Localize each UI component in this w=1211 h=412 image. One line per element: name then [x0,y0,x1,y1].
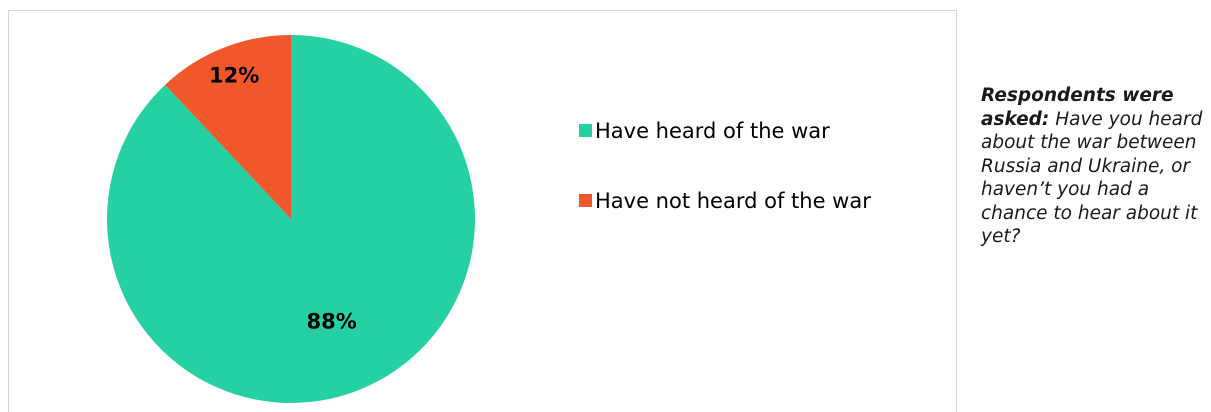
pie-slice-not-heard [165,35,291,219]
legend-swatch-not-heard [579,194,592,207]
legend-label-heard: Have heard of the war [595,119,830,143]
pie-slice-heard [107,35,476,404]
pie-label-not-heard: 12% [209,63,259,87]
question-note: Respondents were asked: Have you heard a… [981,84,1209,249]
question-note-text: Have you heard about the war between Rus… [981,108,1203,248]
legend-item-not-heard: Have not heard of the war [577,188,917,214]
pie-chart: 88% 12% [107,35,476,404]
legend-swatch-heard [579,124,592,137]
legend-item-heard: Have heard of the war [577,118,917,144]
pie-label-heard: 88% [307,310,357,334]
question-note-lead: Respondents were asked: [981,85,1174,130]
chart-frame [8,10,957,412]
legend: Have heard of the war Have not heard of … [577,118,917,214]
legend-label-not-heard: Have not heard of the war [595,189,871,213]
